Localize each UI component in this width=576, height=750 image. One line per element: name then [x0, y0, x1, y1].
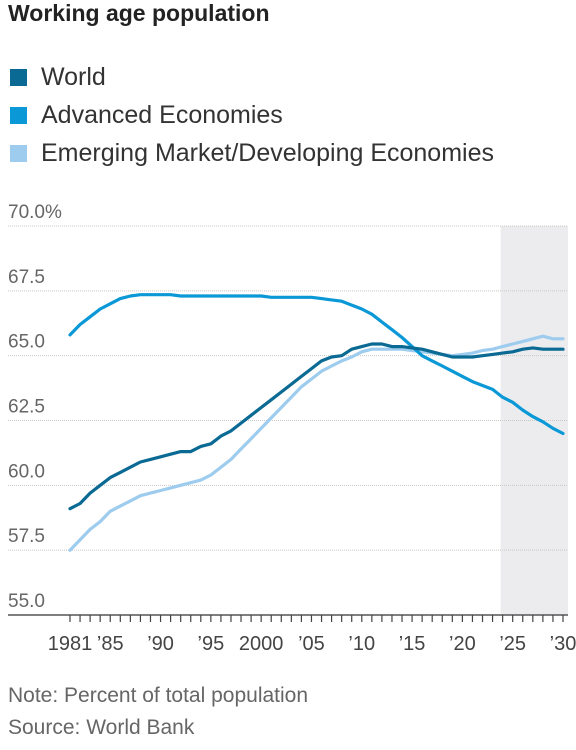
x-tick-label: ’15 — [399, 633, 426, 655]
x-tick-label: ’30 — [550, 633, 576, 655]
legend-label-world: World — [41, 62, 106, 91]
y-tick-label: 57.5 — [8, 526, 45, 547]
legend-item-advanced: Advanced Economies — [10, 96, 494, 134]
line-chart: 55.0 57.5 60.0 62.5 65.0 67.5 70.0% 1981’85 ’90 ’… — [8, 202, 576, 655]
x-tick-label: ’95 — [198, 633, 225, 655]
series-line-emerging — [68, 334, 565, 552]
x-tick-label: ’10 — [348, 633, 375, 655]
legend-item-emerging: Emerging Market/Developing Economies — [10, 134, 494, 172]
legend-swatch-emerging — [10, 144, 27, 162]
y-tick-label: 70.0% — [8, 202, 62, 223]
legend: World Advanced Economies Emerging Market… — [10, 58, 494, 172]
x-tick-label: ’90 — [147, 633, 174, 655]
legend-swatch-advanced — [10, 106, 27, 124]
x-tick-label: ’05 — [298, 633, 325, 655]
y-tick-label: 60.0 — [8, 461, 45, 482]
y-tick-label: 55.0 — [8, 591, 45, 612]
series-line-advanced — [68, 293, 565, 436]
chart-note: Note: Percent of total population — [8, 684, 309, 707]
y-tick-label: 65.0 — [8, 332, 45, 353]
x-tick-label: 1981 — [48, 633, 93, 655]
x-tick-label: ’20 — [449, 633, 476, 655]
series-line-world — [68, 342, 565, 511]
chart-source: Source: World Bank — [8, 716, 195, 739]
legend-label-advanced: Advanced Economies — [41, 100, 283, 129]
chart-title: Working age population — [8, 0, 270, 26]
legend-swatch-world — [10, 68, 27, 86]
x-tick-label: 2000 — [239, 633, 284, 655]
legend-item-world: World — [10, 58, 494, 96]
y-tick-label: 62.5 — [8, 397, 45, 418]
legend-label-emerging: Emerging Market/Developing Economies — [41, 138, 494, 167]
x-tick-label: ’25 — [499, 633, 526, 655]
x-tick-label: ’85 — [97, 633, 124, 655]
y-tick-label: 67.5 — [8, 267, 45, 288]
